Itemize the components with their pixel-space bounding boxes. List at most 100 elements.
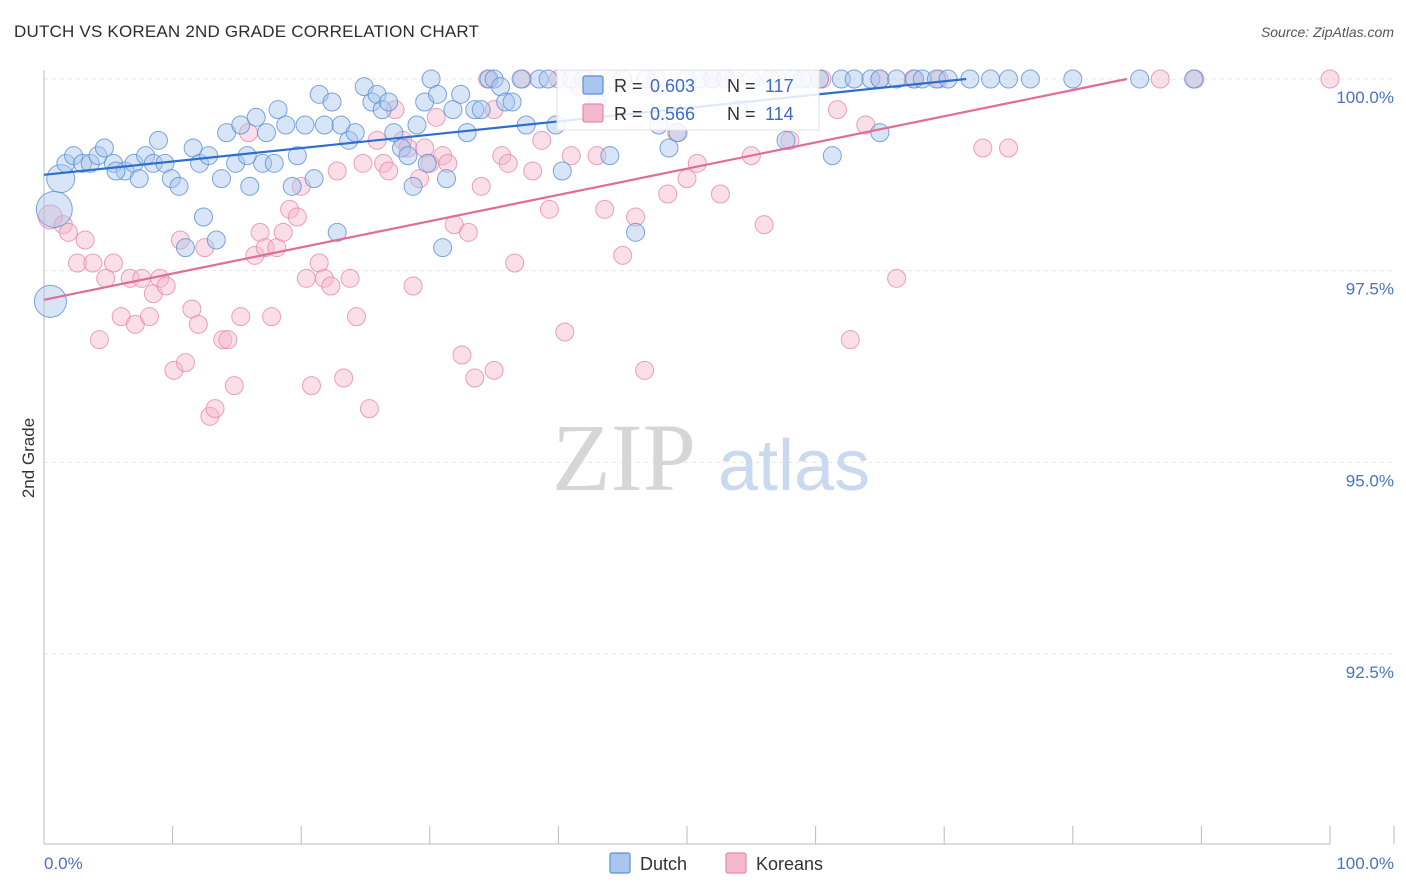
stats-swatch-koreans	[582, 103, 604, 123]
korean-point	[67, 253, 87, 273]
korean-point	[327, 161, 347, 181]
dutch-point	[231, 115, 251, 135]
stats-r-value-dutch: 0.603	[650, 76, 695, 96]
korean-point	[458, 222, 478, 242]
korean-point	[262, 307, 282, 327]
dutch-point	[457, 123, 477, 143]
dutch-point	[211, 169, 231, 189]
dutch-point	[999, 69, 1018, 89]
korean-point	[156, 276, 176, 296]
korean-point	[484, 360, 504, 380]
korean-point	[287, 207, 307, 227]
dutch-point	[175, 238, 195, 258]
korean-point	[224, 376, 244, 396]
dutch-points	[33, 69, 1204, 318]
dutch-point	[403, 176, 423, 196]
dutch-point	[626, 222, 646, 242]
korean-point	[840, 330, 860, 350]
korean-point	[353, 153, 373, 173]
korean-point	[139, 307, 159, 327]
dutch-point	[35, 190, 73, 228]
y-tick-label: 95.0%	[1346, 471, 1394, 490]
korean-point	[346, 307, 366, 327]
dutch-point	[552, 161, 572, 181]
korean-point	[532, 130, 552, 150]
legend-swatch-dutch[interactable]	[609, 852, 631, 874]
dutch-point	[106, 161, 126, 181]
dutch-point	[148, 130, 168, 150]
legend: Dutch Koreans	[609, 852, 823, 874]
dutch-point	[253, 153, 273, 173]
stats-legend: R = 0.603 N = 117 R = 0.566 N = 114	[556, 69, 820, 131]
korean-point	[195, 238, 215, 258]
dutch-point	[465, 100, 485, 120]
dutch-point	[94, 138, 114, 158]
dutch-point	[479, 69, 499, 89]
dutch-point	[496, 92, 516, 112]
dutch-point	[502, 92, 522, 112]
dutch-point	[451, 84, 471, 104]
x-tick-label-min: 0.0%	[44, 854, 83, 873]
korean-point	[471, 176, 491, 196]
dutch-point	[237, 146, 257, 166]
dutch-point	[1184, 69, 1204, 89]
y-axis-title: 2nd Grade	[19, 418, 38, 498]
stats-n-label-dutch: N =	[727, 76, 756, 96]
dutch-point	[304, 169, 324, 189]
korean-point	[539, 199, 559, 219]
dutch-point	[392, 138, 412, 158]
dutch-point	[199, 146, 219, 166]
korean-point	[309, 253, 329, 273]
korean-point	[999, 138, 1018, 158]
dutch-point	[193, 207, 213, 227]
dutch-point	[433, 238, 453, 258]
y-tick-labels: 92.5% 95.0% 97.5% 100.0%	[1336, 88, 1394, 682]
korean-point	[415, 138, 435, 158]
korean-point	[340, 268, 360, 288]
dutch-point	[80, 153, 100, 173]
stats-n-value-koreans: 114	[765, 104, 794, 124]
dutch-point	[129, 169, 149, 189]
dutch-point	[339, 130, 359, 150]
x-tick-label-max: 100.0%	[1336, 854, 1394, 873]
stats-n-label-koreans: N =	[727, 104, 756, 124]
korean-point	[410, 169, 430, 189]
dutch-point	[822, 146, 842, 166]
stats-r-label-dutch: R =	[614, 76, 643, 96]
stats-r-label-koreans: R =	[614, 104, 643, 124]
korean-point	[635, 360, 655, 380]
source-note: Source: ZipAtlas.com	[1260, 24, 1394, 40]
dutch-point	[379, 92, 399, 112]
korean-point	[379, 161, 399, 181]
korean-point	[492, 146, 512, 166]
dutch-point	[314, 115, 334, 135]
stats-r-value-koreans: 0.566	[650, 104, 695, 124]
dutch-point	[287, 146, 307, 166]
dutch-point	[491, 77, 511, 97]
legend-label-dutch[interactable]: Dutch	[640, 854, 687, 874]
y-tick-label: 100.0%	[1336, 88, 1394, 107]
korean-point	[250, 222, 270, 242]
dutch-point	[161, 169, 181, 189]
korean-point	[438, 153, 458, 173]
korean-point	[561, 146, 581, 166]
korean-point	[1320, 69, 1340, 89]
korean-point	[296, 268, 316, 288]
legend-label-koreans[interactable]: Koreans	[756, 854, 823, 874]
dutch-point	[322, 92, 342, 112]
watermark-zip: ZIP	[552, 404, 696, 511]
korean-point	[398, 138, 418, 158]
dutch-point	[1130, 69, 1150, 89]
legend-swatch-koreans[interactable]	[725, 852, 747, 874]
dutch-point	[276, 115, 296, 135]
dutch-point	[870, 69, 890, 89]
korean-point	[314, 268, 334, 288]
korean-point	[677, 169, 697, 189]
korean-point	[213, 330, 233, 350]
korean-point	[710, 184, 730, 204]
dutch-point	[398, 146, 418, 166]
dutch-point	[73, 153, 93, 173]
dutch-point	[437, 169, 457, 189]
korean-point	[613, 245, 633, 265]
korean-point	[465, 368, 485, 388]
